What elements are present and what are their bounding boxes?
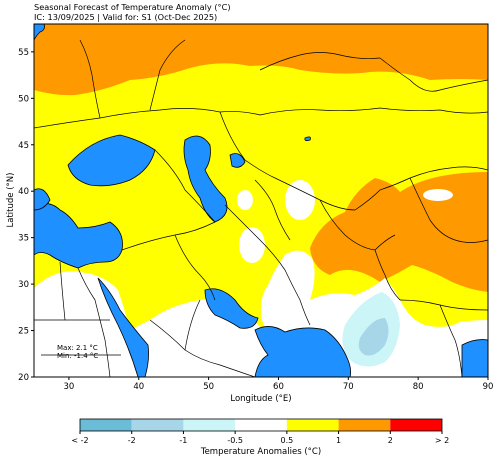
colorbar-tick-label: > 2	[435, 436, 449, 445]
map-subtitle: IC: 13/09/2025 | Valid for: S1 (Oct-Dec …	[34, 12, 218, 22]
x-tick-label: 70	[343, 382, 354, 392]
x-tick-label: 50	[203, 382, 214, 392]
cool-region-mid	[358, 318, 389, 356]
x-tick-label: 80	[413, 382, 424, 392]
y-tick-label: 45	[18, 141, 29, 151]
colorbar-bin	[235, 419, 287, 431]
orange-region-tibet	[310, 172, 488, 292]
sea-mediterranean	[34, 202, 123, 269]
map-layers	[34, 24, 488, 377]
y-axis-ticks: 20 25 30 35 40 45 50 55	[18, 48, 34, 383]
y-tick-label: 20	[18, 373, 29, 383]
lake-balkhash	[304, 136, 311, 142]
neutral-region-africa	[34, 271, 280, 377]
sea-red	[97, 277, 149, 377]
colorbar-frame	[79, 418, 443, 432]
colorbar-bin	[390, 419, 442, 431]
colorbar-tick-label: -0.5	[227, 436, 243, 445]
colorbar-tick-label: 0.5	[280, 436, 293, 445]
bay-of-bengal	[461, 339, 488, 377]
map-title: Seasonal Forecast of Temperature Anomaly…	[34, 2, 231, 12]
stats-min: Min: -1.4 °C	[57, 352, 98, 360]
colorbar-bin	[183, 419, 236, 431]
colorbar-tick-label: 2	[388, 436, 393, 445]
x-tick-label: 40	[133, 382, 144, 392]
neutral-patch-turkey	[237, 190, 253, 210]
y-tick-label: 30	[18, 280, 29, 290]
gulf-persian	[204, 288, 259, 329]
sea-black	[67, 134, 156, 187]
sea-arabian	[254, 326, 352, 377]
colorbar-bin	[131, 419, 184, 431]
colorbar: < -2 -2 -1 -0.5 0.5 1 2 > 2	[71, 418, 449, 445]
ocean-northwest	[34, 24, 45, 41]
colorbar-tick-label: < -2	[71, 436, 88, 445]
sea-aral	[229, 153, 246, 168]
colorbar-tick-label: -2	[128, 436, 136, 445]
x-axis-label: Longitude (°E)	[230, 394, 291, 404]
x-tick-label: 30	[64, 382, 75, 392]
x-tick-label: 60	[273, 382, 284, 392]
y-tick-label: 55	[18, 48, 29, 58]
water-bodies	[34, 24, 488, 377]
colorbar-bin	[338, 419, 391, 431]
map-frame	[33, 23, 489, 378]
stats-max: Max: 2.1 °C	[57, 344, 98, 352]
colorbar-tick-label: 1	[336, 436, 341, 445]
colorbar-bin	[80, 419, 132, 431]
neutral-patch-china	[423, 189, 453, 201]
orange-region-north	[34, 24, 488, 96]
country-borders	[34, 39, 488, 377]
y-tick-label: 35	[18, 234, 29, 244]
neutral-patch-kazakh	[285, 180, 315, 220]
sea-aegean	[34, 188, 51, 211]
neutral-patch-caspian	[239, 227, 265, 263]
sea-caspian	[183, 135, 228, 223]
x-axis-ticks: 30 40 50 60 70 80 90	[64, 377, 494, 392]
y-axis-label: Latitude (°N)	[6, 173, 16, 228]
x-tick-label: 90	[483, 382, 494, 392]
colorbar-bin	[286, 419, 339, 431]
y-tick-label: 25	[18, 327, 29, 337]
colorbar-tick-label: -1	[179, 436, 187, 445]
y-tick-label: 50	[18, 94, 29, 104]
y-tick-label: 40	[18, 187, 29, 197]
colorbar-label: Temperature Anomalies (°C)	[200, 447, 321, 457]
